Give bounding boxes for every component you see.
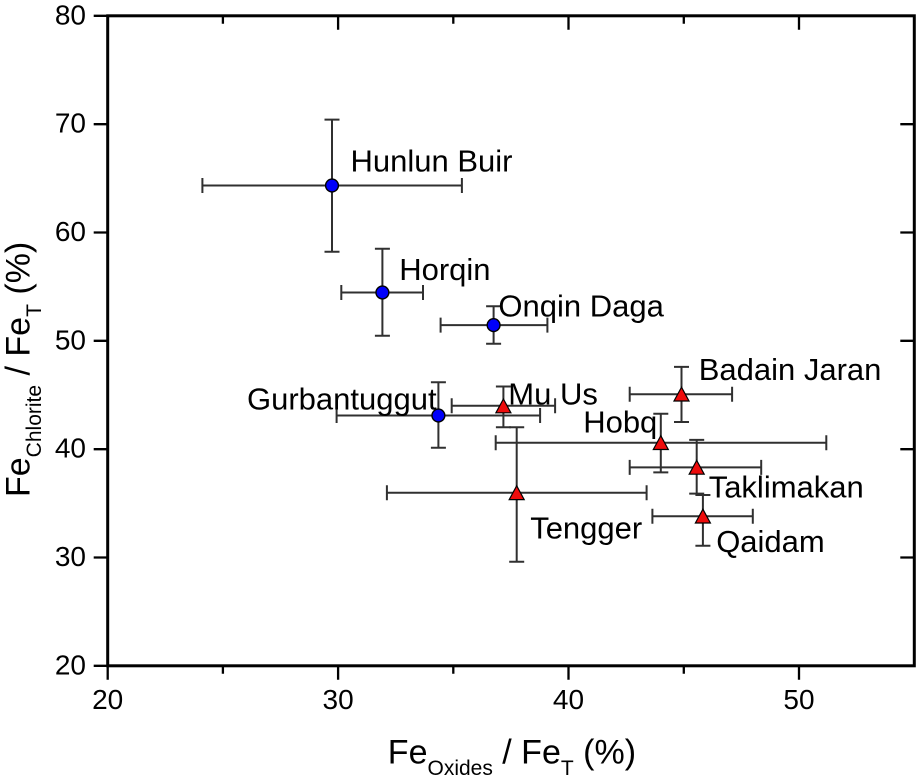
svg-text:Hunlun Buir: Hunlun Buir [351,144,513,179]
svg-text:Hobq: Hobq [583,404,657,439]
svg-text:80: 80 [55,0,86,30]
svg-text:Badain Jaran: Badain Jaran [699,352,882,387]
svg-text:Taklimakan: Taklimakan [709,469,864,504]
svg-text:70: 70 [55,108,86,139]
svg-text:Horqin: Horqin [399,252,490,287]
svg-text:50: 50 [783,684,814,715]
svg-text:40: 40 [55,433,86,464]
svg-text:Qaidam: Qaidam [716,524,825,559]
svg-text:Mu Us: Mu Us [508,377,598,412]
svg-text:30: 30 [323,684,354,715]
svg-text:40: 40 [553,684,584,715]
svg-text:20: 20 [55,649,86,680]
svg-text:60: 60 [55,216,86,247]
svg-text:Onqin Daga: Onqin Daga [498,288,664,323]
svg-text:30: 30 [55,541,86,572]
svg-text:Tengger: Tengger [530,511,642,546]
svg-text:20: 20 [92,684,123,715]
svg-text:50: 50 [55,324,86,355]
svg-text:Gurbantuggut: Gurbantuggut [247,382,437,417]
